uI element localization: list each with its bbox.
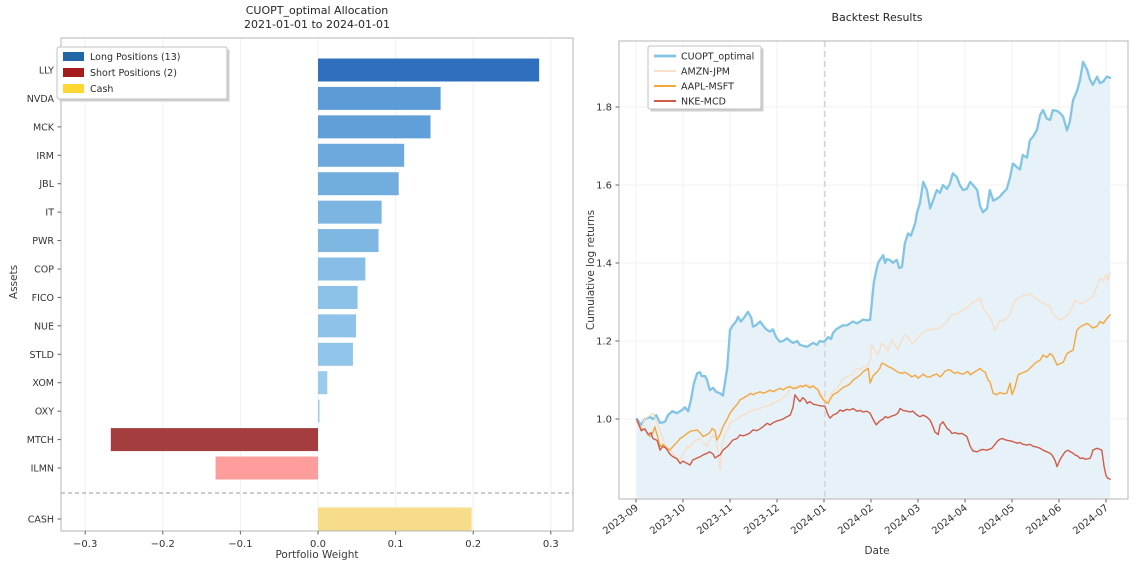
asset-label-JBL: JBL <box>38 179 54 190</box>
asset-label-PWR: PWR <box>32 236 54 247</box>
asset-label-IT: IT <box>45 208 54 219</box>
asset-label-NVDA: NVDA <box>27 94 55 105</box>
x-tick-label: 2024-04 <box>930 503 970 537</box>
x-tick-label: 2024-05 <box>977 503 1017 537</box>
x-tick-label: 2024-07 <box>1071 503 1111 537</box>
asset-label-ILMN: ILMN <box>31 464 54 475</box>
asset-label-OXY: OXY <box>35 407 54 418</box>
asset-label-CASH: CASH <box>28 515 54 526</box>
legend-label-3: Cash <box>90 84 113 95</box>
x-tick-label: 2023-11 <box>695 503 735 537</box>
x-tick-label: 2023-10 <box>648 503 688 537</box>
x-tick-label: 2024-06 <box>1024 503 1064 537</box>
x-tick-label: 2024-03 <box>883 503 923 537</box>
bar-NVDA <box>318 86 441 110</box>
y-tick-label: 1.2 <box>596 337 612 348</box>
bar-MCK <box>318 115 431 139</box>
series-line-AAPL-MSFT <box>636 314 1111 451</box>
asset-label-MCK: MCK <box>33 122 55 133</box>
asset-label-COP: COP <box>34 265 54 276</box>
bar-STLD <box>318 342 353 366</box>
legend-label-2: Short Positions (2) <box>90 68 177 79</box>
x-tick-label: 2024-01 <box>789 503 829 537</box>
asset-label-FICO: FICO <box>32 293 54 304</box>
bar-LLY <box>318 58 540 82</box>
bar-ILMN <box>215 456 318 480</box>
legend-swatch-3 <box>63 84 84 93</box>
x-tick-label: 2023-09 <box>601 503 641 537</box>
bar-FICO <box>318 285 358 309</box>
bar-OXY <box>318 399 320 423</box>
legend-label-1: Long Positions (13) <box>90 52 180 63</box>
series-line-CUOPT_optimal <box>635 60 1112 427</box>
bar-IT <box>318 200 382 224</box>
legend-swatch-1 <box>63 52 84 61</box>
legend-label-AMZN-JPM: AMZN-JPM <box>681 67 730 78</box>
plot-frame <box>618 40 1129 500</box>
legend-swatch-2 <box>63 68 84 77</box>
backtest-xaxis-label: Date <box>864 545 890 557</box>
bar-XOM <box>318 371 328 395</box>
allocation-xaxis-label: Portfolio Weight <box>275 549 359 561</box>
bar-COP <box>318 257 366 281</box>
asset-label-MTCH: MTCH <box>27 435 54 446</box>
legend-label-CUOPT_optimal: CUOPT_optimal <box>681 52 754 63</box>
y-tick-label: 1.0 <box>596 415 612 426</box>
x-tick-label: −0.3 <box>73 539 97 550</box>
asset-label-NUE: NUE <box>34 321 54 332</box>
x-tick-label: −0.2 <box>151 539 175 550</box>
bar-CASH <box>318 507 472 531</box>
y-tick-label: 1.8 <box>596 103 612 114</box>
x-tick-label: 2023-12 <box>742 503 782 537</box>
legend-label-AAPL-MSFT: AAPL-MSFT <box>681 82 734 93</box>
allocation-title-line2: 2021-01-01 to 2024-01-01 <box>244 18 390 31</box>
asset-label-LLY: LLY <box>39 66 54 77</box>
bar-PWR <box>318 229 379 253</box>
series-line-AMZN-JPM <box>636 272 1111 471</box>
x-tick-label: 0.2 <box>465 539 481 550</box>
x-tick-label: 0.1 <box>388 539 404 550</box>
asset-label-IRM: IRM <box>36 151 54 162</box>
asset-label-XOM: XOM <box>32 378 54 389</box>
series-line-NKE-MCD <box>636 394 1111 480</box>
bar-MTCH <box>110 428 318 452</box>
allocation-title-line1: CUOPT_optimal Allocation <box>245 4 389 17</box>
bar-IRM <box>318 143 405 167</box>
backtest-title: Backtest Results <box>831 11 923 24</box>
x-tick-label: −0.1 <box>228 539 252 550</box>
legend-label-NKE-MCD: NKE-MCD <box>681 97 726 108</box>
bar-NUE <box>318 314 357 338</box>
allocation-chart: −0.3 −0.2 −0.1 0.0 0.1 0.2 0.3 LLY NVDA MCK IRM JBL… <box>27 37 574 550</box>
allocation-title: CUOPT_optimal Allocation 2021-01-01 to 2… <box>17 4 617 32</box>
asset-label-STLD: STLD <box>30 350 54 361</box>
legend-box <box>56 46 228 100</box>
x-tick-label: 0.0 <box>310 539 326 550</box>
bar-JBL <box>318 172 399 196</box>
backtest-chart: 1.0 1.2 1.4 1.6 1.8 2023-09 2023-10 2023-11 2023… <box>596 40 1129 537</box>
x-tick-label: 0.3 <box>543 539 559 550</box>
y-tick-label: 1.4 <box>596 259 612 270</box>
x-tick-label: 2024-02 <box>836 503 876 537</box>
plot-frame <box>60 37 574 532</box>
legend-box <box>647 45 762 110</box>
y-tick-label: 1.6 <box>596 181 612 192</box>
